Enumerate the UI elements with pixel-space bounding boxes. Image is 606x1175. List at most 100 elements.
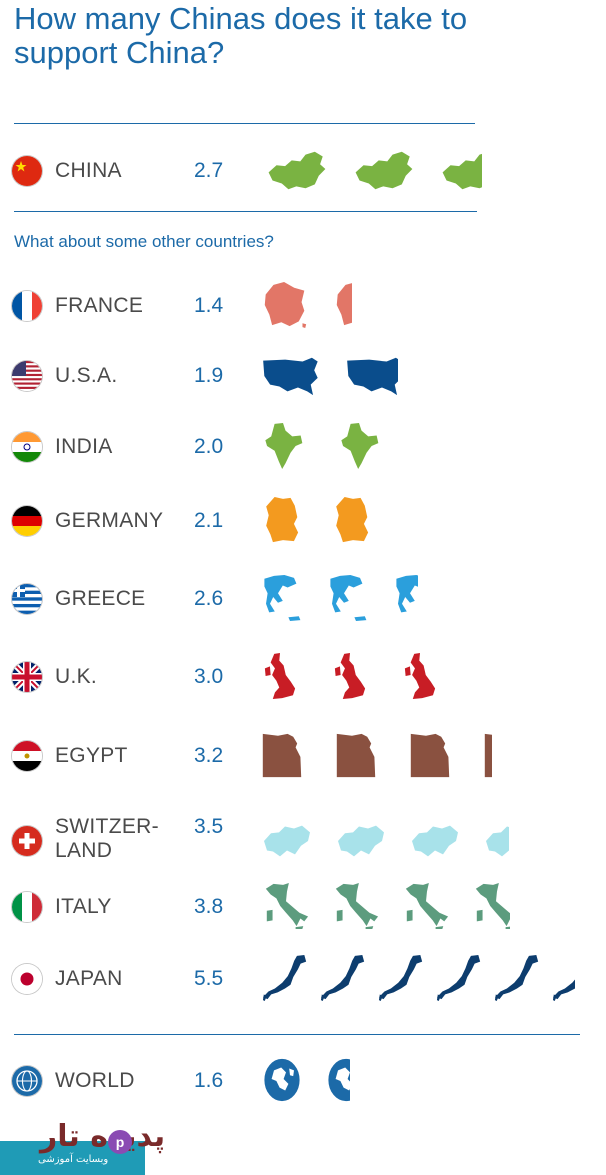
row-value-label: 3.2 [194, 744, 224, 767]
usa-map-icon [262, 351, 320, 399]
row-value-label: 1.4 [194, 294, 224, 317]
icon-strip [262, 146, 582, 194]
greece-map-icon [394, 574, 418, 622]
row-label: GERMANY [55, 509, 164, 532]
egypt-map-icon [336, 731, 376, 779]
top-divider [14, 123, 475, 124]
row-value-label: 2.6 [194, 587, 224, 610]
egypt-map-icon [410, 731, 450, 779]
france-flag-icon [12, 291, 42, 321]
japan-map-icon [552, 954, 575, 1002]
chart-row-france: FRANCE 1.4 [0, 275, 606, 335]
row-value-label: 1.9 [194, 364, 224, 387]
switzerland-map-icon [410, 816, 460, 864]
section-subtitle: What about some other countries? [14, 232, 274, 251]
row-value-label: 3.8 [194, 895, 224, 918]
logo-icon: p [108, 1130, 132, 1154]
row-label: INDIA [55, 435, 113, 458]
greece-map-icon [328, 574, 368, 622]
chart-row-italy: ITALY 3.8 [0, 876, 606, 936]
japan-map-icon [378, 954, 424, 1002]
icon-strip [262, 351, 582, 399]
japan-map-icon [436, 954, 482, 1002]
chart-row-egypt: EGYPT 3.2 [0, 725, 606, 785]
germany-map-icon [402, 496, 406, 544]
usa-flag-icon [12, 361, 42, 391]
world-divider [14, 1034, 580, 1035]
row-label: EGYPT [55, 744, 128, 767]
germany-map-icon [262, 496, 304, 544]
egypt-map-icon [484, 731, 492, 779]
germany-flag-icon [12, 506, 42, 536]
china-flag-icon [12, 156, 42, 186]
row-label: FRANCE [55, 294, 144, 317]
world-flag-icon [12, 1066, 42, 1096]
india-map-icon [262, 422, 304, 470]
row-value-label: 3.5 [194, 815, 224, 838]
japan-map-icon [494, 954, 540, 1002]
row-value-label: 2.0 [194, 435, 224, 458]
row-value-label: 5.5 [194, 967, 224, 990]
chart-row-india: INDIA 2.0 [0, 416, 606, 476]
india-map-icon [338, 422, 380, 470]
chart-row-china: CHINA 2.7 [0, 140, 606, 200]
italy-map-icon [262, 882, 310, 930]
egypt-flag-icon [12, 741, 42, 771]
uk-map-icon [332, 652, 368, 700]
italy-flag-icon [12, 892, 42, 922]
chart-row-japan: JAPAN 5.5 [0, 948, 606, 1008]
row-value-label: 1.6 [194, 1069, 224, 1092]
chart-row-uk: U.K. 3.0 [0, 646, 606, 706]
chart-row-world: WORLD 1.6 [0, 1050, 606, 1110]
switzerland-map-icon [262, 816, 312, 864]
row-label: U.K. [55, 665, 98, 688]
globe-icon [326, 1056, 350, 1104]
switzerland-map-icon [336, 816, 386, 864]
row-label: GREECE [55, 587, 146, 610]
china-map-icon [262, 146, 328, 194]
globe-icon [262, 1056, 302, 1104]
italy-map-icon [402, 882, 450, 930]
usa-map-icon [346, 351, 399, 399]
icon-strip [262, 816, 582, 864]
row-label: ITALY [55, 895, 112, 918]
switzerland-flag-icon [12, 826, 42, 856]
icon-strip [262, 882, 582, 930]
row-label: U.S.A. [55, 364, 118, 387]
icon-strip [262, 1056, 582, 1104]
uk-map-icon [262, 652, 298, 700]
italy-map-icon [472, 882, 511, 930]
row-label: CHINA [55, 159, 122, 182]
icon-strip [262, 954, 582, 1002]
italy-map-icon [332, 882, 380, 930]
germany-map-icon [332, 496, 374, 544]
row-value-label: 2.7 [194, 159, 224, 182]
chart-row-usa: U.S.A. 1.9 [0, 345, 606, 405]
france-map-icon [262, 281, 308, 329]
chart-row-switzerland: SWITZER- LAND 3.5 [0, 810, 606, 870]
icon-strip [262, 652, 582, 700]
page-title: How many Chinas does it take to support … [14, 1, 468, 70]
logo-tagline: وبسایت آموزشی [38, 1154, 109, 1165]
row-value-label: 2.1 [194, 509, 224, 532]
uk-flag-icon [12, 662, 42, 692]
greece-map-icon [262, 574, 302, 622]
japan-map-icon [320, 954, 366, 1002]
uk-map-icon [402, 652, 438, 700]
china-map-icon [349, 146, 415, 194]
switzerland-map-icon [484, 816, 509, 864]
chart-row-germany: GERMANY 2.1 [0, 490, 606, 550]
china-map-icon [436, 146, 483, 194]
row-label: WORLD [55, 1069, 135, 1092]
greece-flag-icon [12, 584, 42, 614]
row-label: SWITZER- LAND [55, 815, 159, 862]
icon-strip [262, 496, 582, 544]
japan-map-icon [262, 954, 308, 1002]
france-map-icon [334, 281, 353, 329]
row-value-label: 3.0 [194, 665, 224, 688]
icon-strip [262, 281, 582, 329]
row-label: JAPAN [55, 967, 123, 990]
icon-strip [262, 574, 582, 622]
logo-wordmark: پدیده تار [40, 1119, 166, 1154]
icon-strip [262, 731, 582, 779]
